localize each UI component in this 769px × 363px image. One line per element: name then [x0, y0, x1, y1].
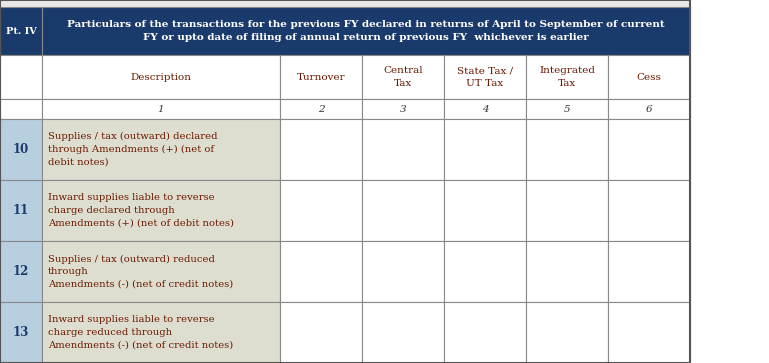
Bar [526, 180, 608, 241]
Bar [0, 0, 690, 363]
Text: Cess: Cess [637, 73, 661, 82]
Bar [0, 302, 42, 363]
Bar [42, 241, 280, 302]
Text: 1: 1 [158, 105, 165, 114]
Bar [0, 0, 690, 7]
Bar [0, 55, 42, 99]
Bar [526, 55, 608, 99]
Bar [362, 302, 444, 363]
Bar [608, 241, 690, 302]
Bar [42, 55, 280, 99]
Bar [362, 99, 444, 119]
Bar [0, 7, 42, 55]
Bar [608, 55, 690, 99]
Bar [444, 241, 526, 302]
Text: State Tax /
UT Tax: State Tax / UT Tax [457, 66, 513, 88]
Text: 12: 12 [13, 265, 29, 278]
Bar [608, 119, 690, 180]
Bar [280, 302, 362, 363]
Text: 2: 2 [318, 105, 325, 114]
Bar [42, 302, 280, 363]
Bar [42, 99, 280, 119]
Bar [608, 99, 690, 119]
Text: 3: 3 [400, 105, 406, 114]
Bar [526, 119, 608, 180]
Bar [280, 180, 362, 241]
Text: 6: 6 [646, 105, 652, 114]
Bar [42, 7, 690, 55]
Bar [362, 241, 444, 302]
Bar [526, 302, 608, 363]
Bar [444, 302, 526, 363]
Bar [42, 119, 280, 180]
Text: Pt. IV: Pt. IV [5, 26, 36, 36]
Text: Inward supplies liable to reverse
charge declared through
Amendments (+) (net of: Inward supplies liable to reverse charge… [48, 193, 234, 228]
Text: 10: 10 [13, 143, 29, 156]
Bar [526, 241, 608, 302]
Bar [444, 55, 526, 99]
Bar [280, 55, 362, 99]
Bar [280, 119, 362, 180]
Bar [362, 55, 444, 99]
Text: Supplies / tax (outward) declared
through Amendments (+) (net of
debit notes): Supplies / tax (outward) declared throug… [48, 132, 218, 167]
Text: Description: Description [131, 73, 191, 82]
Text: Particulars of the transactions for the previous FY declared in returns of April: Particulars of the transactions for the … [67, 20, 665, 42]
Bar [362, 180, 444, 241]
Text: 11: 11 [13, 204, 29, 217]
Bar [280, 241, 362, 302]
Bar [608, 302, 690, 363]
Text: Central
Tax: Central Tax [383, 66, 423, 88]
Text: Supplies / tax (outward) reduced
through
Amendments (-) (net of credit notes): Supplies / tax (outward) reduced through… [48, 254, 233, 289]
Text: Turnover: Turnover [297, 73, 345, 82]
Bar [42, 180, 280, 241]
Text: 4: 4 [481, 105, 488, 114]
Text: 5: 5 [564, 105, 571, 114]
Bar [0, 119, 42, 180]
Bar [444, 180, 526, 241]
Bar [0, 180, 42, 241]
Bar [0, 99, 42, 119]
Text: 13: 13 [13, 326, 29, 339]
Bar [0, 241, 42, 302]
Bar [280, 99, 362, 119]
Bar [608, 180, 690, 241]
Bar [526, 99, 608, 119]
Bar [444, 119, 526, 180]
Text: Integrated
Tax: Integrated Tax [539, 66, 595, 88]
Bar [444, 99, 526, 119]
Bar [362, 119, 444, 180]
Text: Inward supplies liable to reverse
charge reduced through
Amendments (-) (net of : Inward supplies liable to reverse charge… [48, 315, 233, 350]
